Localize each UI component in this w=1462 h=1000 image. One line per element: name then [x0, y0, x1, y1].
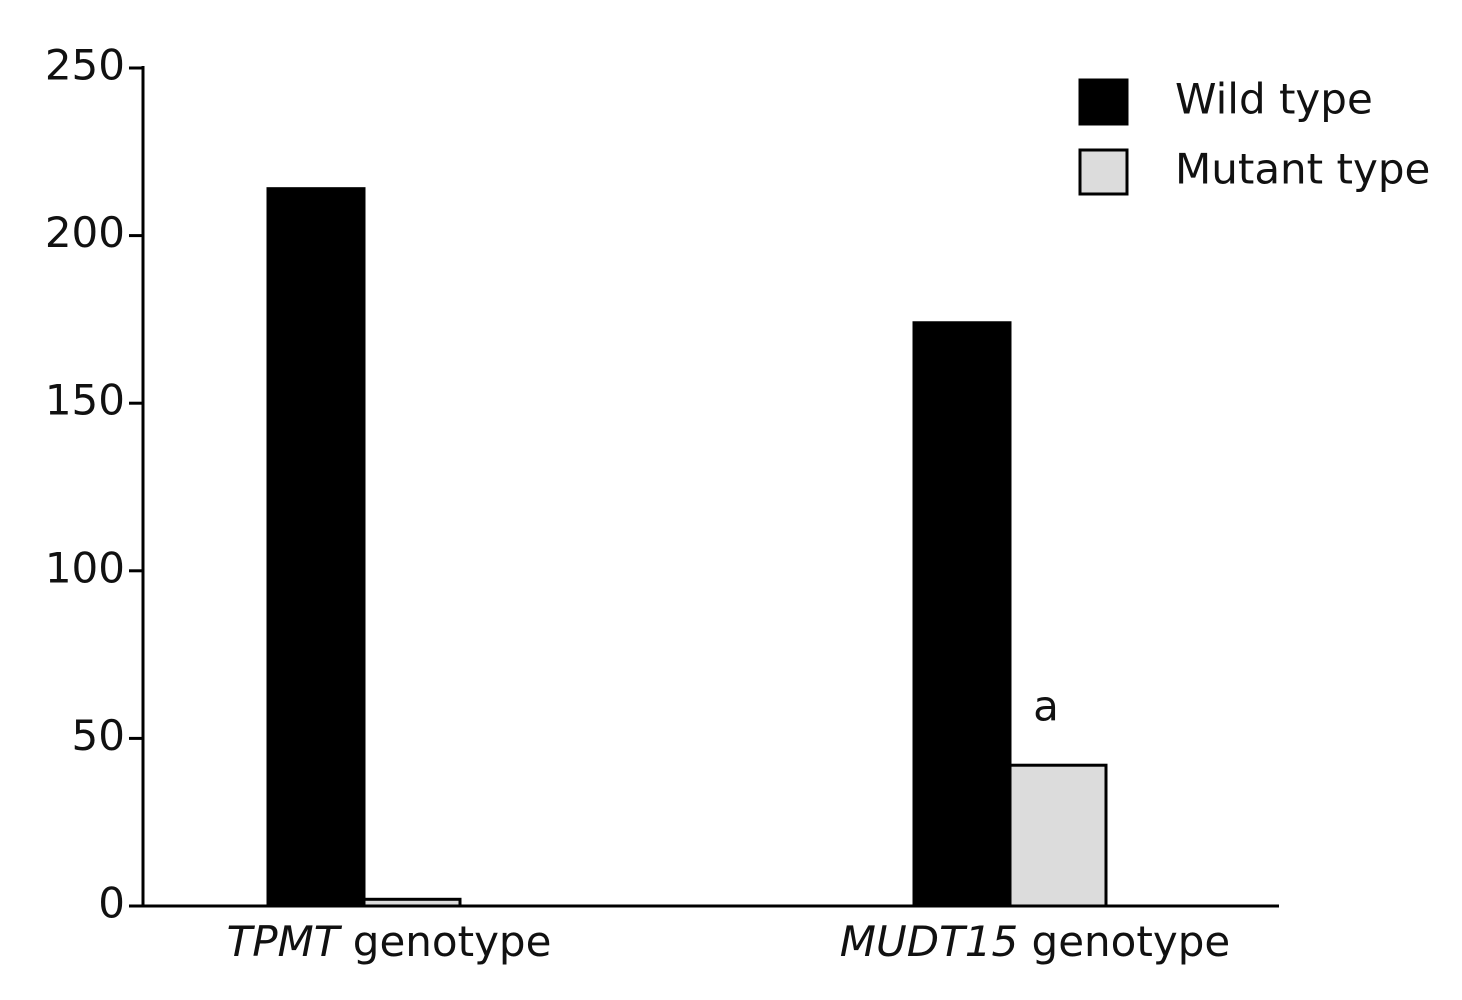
- bar: [1008, 763, 1108, 908]
- bar: [912, 321, 1012, 908]
- legend-swatch: [1078, 78, 1129, 126]
- y-tick-label: 150: [45, 376, 125, 425]
- legend-label: Wild type: [1175, 75, 1373, 124]
- legend-label: Mutant type: [1175, 145, 1430, 194]
- y-tick-label: 50: [72, 711, 125, 760]
- y-tick-label: 250: [45, 41, 125, 90]
- annotation: a: [1033, 682, 1059, 731]
- x-tick-label: TPMT genotype: [227, 917, 552, 966]
- bar: [266, 187, 366, 908]
- bar: [362, 897, 462, 908]
- y-tick-label: 200: [45, 208, 125, 257]
- y-tick-label: 0: [98, 879, 125, 928]
- legend-swatch: [1078, 148, 1129, 196]
- y-tick-label: 100: [45, 543, 125, 592]
- x-tick-label: MUDT15 genotype: [840, 917, 1230, 966]
